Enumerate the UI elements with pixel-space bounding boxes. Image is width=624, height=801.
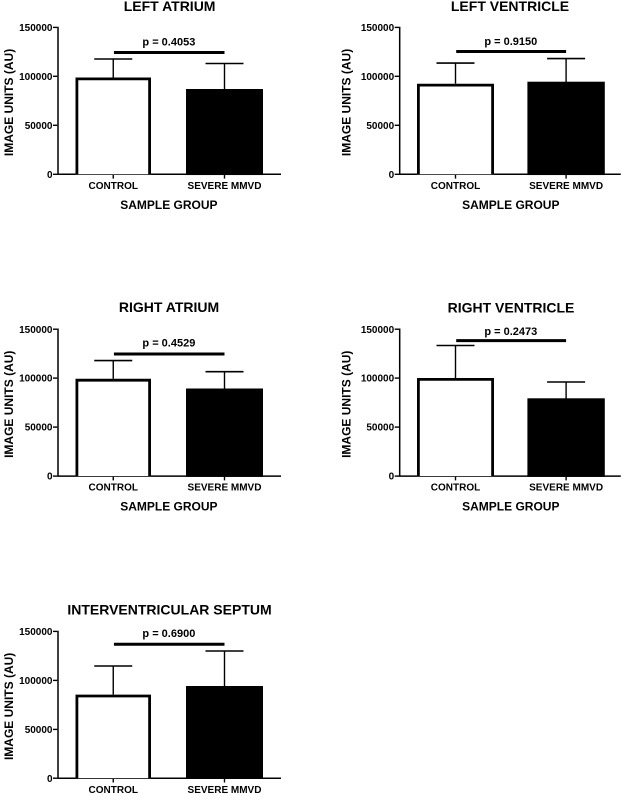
svg-text:SAMPLE GROUP: SAMPLE GROUP [462, 198, 559, 212]
svg-text:IMAGE UNITS (AU): IMAGE UNITS (AU) [340, 49, 354, 156]
svg-text:CONTROL: CONTROL [431, 181, 480, 192]
svg-text:100000: 100000 [19, 72, 53, 83]
svg-text:SEVERE MMVD: SEVERE MMVD [529, 483, 603, 494]
svg-text:SEVERE MMVD: SEVERE MMVD [188, 785, 262, 796]
svg-text:IMAGE UNITS (AU): IMAGE UNITS (AU) [2, 351, 16, 458]
svg-text:150000: 150000 [361, 23, 395, 34]
svg-text:p = 0.4053: p = 0.4053 [142, 37, 195, 49]
svg-text:50000: 50000 [366, 423, 394, 434]
svg-text:100000: 100000 [361, 374, 395, 385]
svg-text:CONTROL: CONTROL [431, 483, 480, 494]
svg-text:150000: 150000 [19, 627, 53, 638]
svg-text:CONTROL: CONTROL [89, 483, 138, 494]
svg-text:p = 0.4529: p = 0.4529 [142, 338, 195, 350]
svg-text:0: 0 [47, 170, 53, 181]
svg-text:CONTROL: CONTROL [89, 181, 138, 192]
svg-text:150000: 150000 [19, 325, 53, 336]
svg-text:p = 0.2473: p = 0.2473 [484, 326, 537, 338]
svg-text:150000: 150000 [361, 325, 395, 336]
svg-text:50000: 50000 [25, 423, 53, 434]
svg-text:150000: 150000 [19, 23, 53, 34]
svg-text:0: 0 [389, 170, 395, 181]
svg-text:SEVERE MMVD: SEVERE MMVD [188, 181, 262, 192]
svg-text:SAMPLE GROUP: SAMPLE GROUP [120, 198, 217, 212]
svg-text:LEFT ATRIUM: LEFT ATRIUM [124, 0, 216, 14]
svg-text:50000: 50000 [366, 121, 394, 132]
svg-text:SAMPLE GROUP: SAMPLE GROUP [462, 500, 559, 514]
svg-text:IMAGE UNITS (AU): IMAGE UNITS (AU) [2, 653, 16, 760]
svg-text:0: 0 [389, 472, 395, 483]
svg-text:SEVERE MMVD: SEVERE MMVD [529, 181, 603, 192]
svg-text:50000: 50000 [25, 121, 53, 132]
svg-text:50000: 50000 [25, 725, 53, 736]
svg-text:100000: 100000 [19, 676, 53, 687]
svg-text:CONTROL: CONTROL [89, 785, 138, 796]
svg-text:100000: 100000 [19, 374, 53, 385]
svg-text:RIGHT ATRIUM: RIGHT ATRIUM [119, 299, 219, 315]
svg-text:0: 0 [47, 774, 53, 785]
svg-text:IMAGE UNITS (AU): IMAGE UNITS (AU) [340, 351, 354, 458]
svg-text:RIGHT VENTRICLE: RIGHT VENTRICLE [448, 300, 575, 316]
svg-text:100000: 100000 [361, 72, 395, 83]
svg-text:IMAGE UNITS (AU): IMAGE UNITS (AU) [2, 49, 16, 156]
svg-text:p = 0.6900: p = 0.6900 [142, 628, 195, 640]
svg-text:0: 0 [47, 472, 53, 483]
svg-text:INTERVENTRICULAR SEPTUM: INTERVENTRICULAR SEPTUM [67, 602, 271, 618]
svg-text:LEFT VENTRICLE: LEFT VENTRICLE [451, 0, 569, 14]
svg-text:SEVERE MMVD: SEVERE MMVD [188, 483, 262, 494]
svg-text:SAMPLE GROUP: SAMPLE GROUP [120, 500, 217, 514]
svg-text:p = 0.9150: p = 0.9150 [484, 36, 537, 48]
